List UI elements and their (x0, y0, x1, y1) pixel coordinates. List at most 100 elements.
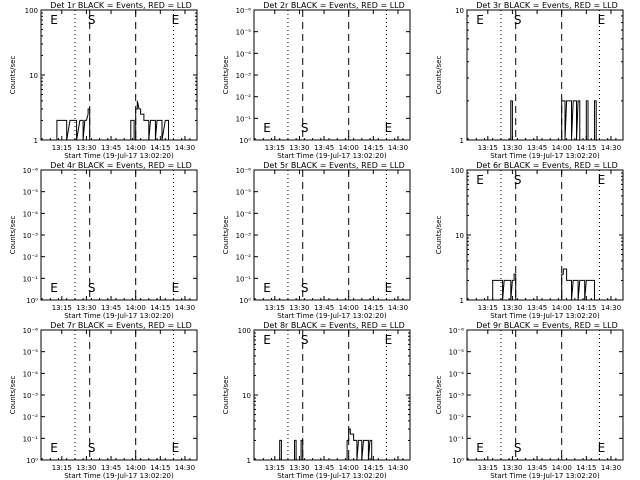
event-marker: E (598, 13, 606, 27)
x-tick-label: 14:00 (339, 304, 359, 312)
y-tick-label: 10⁻⁵ (23, 349, 39, 357)
y-tick-label: 1 (34, 137, 38, 145)
series-line (476, 268, 595, 301)
x-axis-label: Start Time (19-Jul-17 13:02:20) (64, 152, 174, 160)
y-tick-label: 10⁻² (449, 414, 465, 422)
chart-title: Det 1r BLACK = Events, RED = LLD (50, 1, 192, 10)
chart-title: Det 2r BLACK = Events, RED = LLD (263, 1, 405, 10)
x-tick-label: 14:30 (388, 304, 408, 312)
x-tick-label: 13:30 (76, 464, 96, 472)
x-tick-label: 13:45 (527, 304, 547, 312)
y-tick-label: 10⁻² (236, 254, 252, 262)
x-tick-label: 14:15 (576, 144, 596, 152)
y-tick-label: 10⁻¹ (23, 435, 39, 443)
chart-panel: Det 6r BLACK = Events, RED = LLD 13:15 13:… (435, 161, 624, 320)
x-axis-label: Start Time (19-Jul-17 13:02:20) (64, 472, 174, 480)
chart-title: Det 8r BLACK = Events, RED = LLD (263, 321, 405, 330)
y-tick-label: 100 (25, 7, 38, 15)
y-tick-label: 10⁻⁵ (449, 349, 465, 357)
y-axis-label: Counts/sec (435, 376, 443, 415)
event-marker: E (385, 281, 393, 295)
x-tick-label: 13:30 (289, 144, 309, 152)
chart-panel: Det 8r BLACK = Events, RED = LLD 13:15 13:… (222, 321, 411, 480)
chart-panel: Det 5r BLACK = Events, RED = LLD 13:15 13:… (222, 161, 411, 320)
chart-panel: Det 2r BLACK = Events, RED = LLD 13:15 13:… (222, 1, 411, 160)
chart-panel: Det 1r BLACK = Events, RED = LLD 13:15 13:… (9, 1, 198, 160)
event-marker: E (385, 333, 393, 347)
y-tick-label: 10⁻⁶ (23, 327, 39, 335)
x-tick-label: 13:30 (502, 304, 522, 312)
x-tick-label: 13:30 (76, 304, 96, 312)
x-tick-label: 14:00 (552, 144, 572, 152)
series-line (476, 100, 597, 141)
y-axis-label: Counts/sec (9, 216, 17, 255)
x-tick-label: 14:00 (552, 304, 572, 312)
y-tick-label: 10⁻³ (236, 72, 252, 80)
chart-panel: Det 7r BLACK = Events, RED = LLD 13:15 13:… (9, 321, 198, 480)
x-tick-label: 13:45 (314, 464, 334, 472)
event-marker: S (88, 281, 96, 295)
y-tick-label: 10⁻² (236, 94, 252, 102)
y-tick-label: 10⁻⁴ (236, 50, 252, 58)
y-tick-label: 10⁻³ (236, 232, 252, 240)
x-axis-label: Start Time (19-Jul-17 13:02:20) (277, 312, 387, 320)
x-tick-label: 14:15 (576, 464, 596, 472)
x-tick-label: 14:30 (601, 304, 621, 312)
x-tick-label: 13:45 (101, 304, 121, 312)
event-marker: E (263, 121, 271, 135)
y-tick-label: 10⁻⁵ (236, 189, 252, 197)
y-axis-label: Counts/sec (9, 56, 17, 95)
chart-title: Det 3r BLACK = Events, RED = LLD (476, 1, 618, 10)
y-tick-label: 100 (238, 327, 251, 335)
y-tick-label: 1 (460, 297, 464, 305)
x-tick-label: 13:15 (478, 464, 498, 472)
event-marker: E (172, 281, 180, 295)
y-tick-label: 1 (247, 457, 251, 465)
x-tick-label: 13:15 (265, 304, 285, 312)
x-tick-label: 14:30 (175, 464, 195, 472)
y-tick-label: 10⁻⁵ (236, 29, 252, 37)
event-marker: E (476, 441, 484, 455)
x-tick-label: 13:15 (52, 464, 72, 472)
x-tick-label: 14:15 (576, 304, 596, 312)
x-axis-label: Start Time (19-Jul-17 13:02:20) (277, 472, 387, 480)
series-line (263, 428, 373, 461)
x-tick-label: 14:30 (388, 144, 408, 152)
y-axis-label: Counts/sec (435, 216, 443, 255)
y-tick-label: 10⁻² (23, 254, 39, 262)
event-marker: S (88, 13, 96, 27)
x-tick-label: 14:15 (363, 144, 383, 152)
y-tick-label: 10⁻¹ (236, 115, 252, 123)
y-tick-label: 10 (242, 392, 251, 400)
y-axis-label: Counts/sec (222, 216, 230, 255)
event-marker: E (476, 13, 484, 27)
y-tick-label: 10 (455, 7, 464, 15)
event-marker: E (50, 281, 58, 295)
x-tick-label: 14:00 (339, 464, 359, 472)
x-tick-label: 13:30 (289, 304, 309, 312)
event-marker: S (301, 121, 309, 135)
y-tick-label: 10⁻⁴ (23, 370, 39, 378)
y-axis-label: Counts/sec (435, 56, 443, 95)
y-tick-label: 10⁻⁴ (449, 370, 465, 378)
series-line (50, 100, 169, 141)
x-tick-label: 13:30 (502, 464, 522, 472)
x-tick-label: 14:30 (601, 464, 621, 472)
event-marker: E (385, 121, 393, 135)
y-tick-label: 10⁻³ (23, 392, 39, 400)
event-marker: S (514, 441, 522, 455)
x-axis-label: Start Time (19-Jul-17 13:02:20) (64, 312, 174, 320)
chart-title: Det 7r BLACK = Events, RED = LLD (50, 321, 192, 330)
x-tick-label: 14:15 (363, 304, 383, 312)
x-tick-label: 13:15 (265, 144, 285, 152)
x-tick-label: 14:30 (175, 304, 195, 312)
event-marker: E (598, 441, 606, 455)
x-axis-label: Start Time (19-Jul-17 13:02:20) (490, 152, 600, 160)
event-marker: E (172, 13, 180, 27)
event-marker: E (263, 281, 271, 295)
event-marker: E (50, 441, 58, 455)
x-tick-label: 13:45 (101, 144, 121, 152)
event-marker: S (514, 173, 522, 187)
chart-title: Det 6r BLACK = Events, RED = LLD (476, 161, 618, 170)
event-marker: S (88, 441, 96, 455)
